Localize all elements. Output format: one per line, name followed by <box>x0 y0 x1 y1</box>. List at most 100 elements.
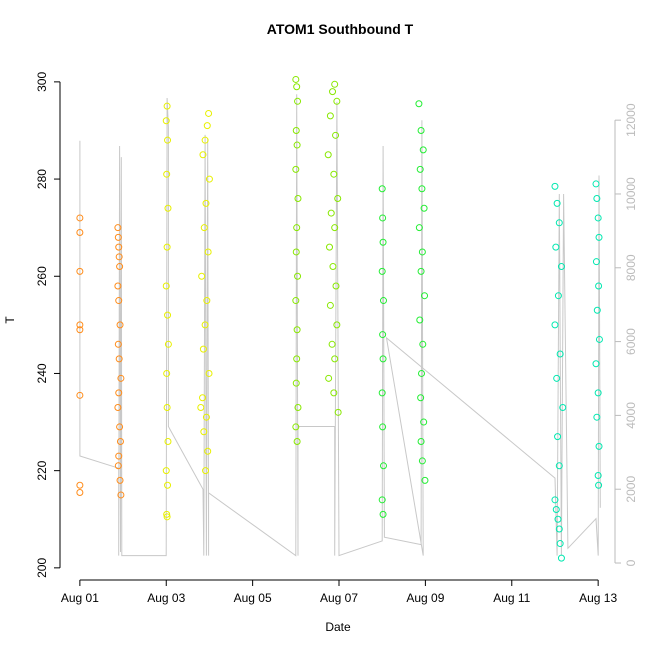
x-tick-label: Aug 03 <box>147 591 185 605</box>
data-point <box>76 214 84 222</box>
data-point <box>163 170 171 178</box>
y-tick-label: 200 <box>35 558 49 578</box>
data-point <box>556 350 564 358</box>
data-point <box>114 224 122 232</box>
data-point <box>421 476 429 484</box>
y-tick-label: 300 <box>35 72 49 92</box>
data-point <box>164 136 172 144</box>
y-tick-label: 260 <box>35 266 49 286</box>
y2-tick-label: 12000 <box>624 103 638 137</box>
x-tick-label: Aug 11 <box>493 591 530 605</box>
y-tick-label: 240 <box>35 363 49 383</box>
data-point <box>76 489 84 497</box>
data-point <box>114 403 122 411</box>
data-point <box>326 243 334 251</box>
data-point <box>115 355 123 363</box>
data-point <box>379 331 387 339</box>
data-point <box>334 408 342 416</box>
data-point <box>76 481 84 489</box>
x-tick-label: Aug 13 <box>579 591 617 605</box>
data-point <box>420 204 428 212</box>
data-point <box>115 297 123 305</box>
data-point <box>556 540 564 548</box>
data-point <box>415 100 423 108</box>
data-point <box>205 109 213 117</box>
data-point <box>330 170 338 178</box>
data-point <box>595 442 603 450</box>
data-point <box>198 272 206 280</box>
data-point <box>163 510 171 518</box>
data-point <box>418 369 426 377</box>
x-axis-label: Date <box>325 620 351 634</box>
data-point <box>326 112 334 120</box>
data-point <box>378 185 386 193</box>
data-point <box>199 151 207 159</box>
data-point <box>292 379 300 387</box>
data-point <box>293 355 301 363</box>
data-point <box>552 506 560 514</box>
data-point <box>324 151 332 159</box>
data-point <box>293 437 301 445</box>
data-point <box>379 297 387 305</box>
data-point <box>379 238 387 246</box>
data-point <box>593 413 601 421</box>
data-point <box>328 340 336 348</box>
x-tick-label: Aug 01 <box>61 591 99 605</box>
data-point <box>294 403 302 411</box>
data-point <box>117 374 125 382</box>
data-point <box>292 126 300 134</box>
data-point <box>116 263 124 271</box>
data-point <box>554 433 562 441</box>
data-point <box>292 248 300 256</box>
data-point <box>76 229 84 237</box>
data-point <box>164 437 172 445</box>
data-point <box>115 253 123 261</box>
data-point <box>204 248 212 256</box>
data-point <box>294 272 302 280</box>
data-point <box>116 423 124 431</box>
data-point <box>555 462 563 470</box>
data-point <box>330 389 338 397</box>
y-tick-label: 280 <box>35 169 49 189</box>
data-point <box>293 224 301 232</box>
data-point <box>331 80 339 88</box>
data-point <box>197 403 205 411</box>
data-point <box>332 131 340 139</box>
data-point <box>421 292 429 300</box>
data-point <box>292 297 300 305</box>
data-point <box>164 340 172 348</box>
data-point <box>294 97 302 105</box>
chart-title: ATOM1 Southbound T <box>267 21 414 37</box>
data-point <box>593 306 601 314</box>
data-point <box>418 248 426 256</box>
data-point <box>379 423 387 431</box>
data-point <box>551 496 559 504</box>
data-point <box>202 467 210 475</box>
data-point <box>418 185 426 193</box>
data-point <box>163 403 171 411</box>
data-point <box>552 243 560 251</box>
data-point <box>162 467 170 475</box>
data-point <box>333 321 341 329</box>
data-point <box>595 335 603 343</box>
data-point <box>202 413 210 421</box>
data-point <box>379 510 387 518</box>
data-point <box>163 243 171 251</box>
data-point <box>594 472 602 480</box>
data-point <box>200 224 208 232</box>
data-point <box>416 316 424 324</box>
data-point <box>419 340 427 348</box>
data-point <box>76 391 84 399</box>
y-tick-label: 220 <box>35 460 49 480</box>
data-point <box>329 88 337 96</box>
data-point <box>203 122 211 130</box>
data-point <box>76 321 84 329</box>
y-axis-label: T <box>3 316 17 324</box>
data-point <box>551 182 559 190</box>
data-point <box>378 496 386 504</box>
data-point <box>162 117 170 125</box>
data-point <box>202 199 210 207</box>
data-point <box>331 224 339 232</box>
data-point <box>325 374 333 382</box>
data-point <box>593 195 601 203</box>
